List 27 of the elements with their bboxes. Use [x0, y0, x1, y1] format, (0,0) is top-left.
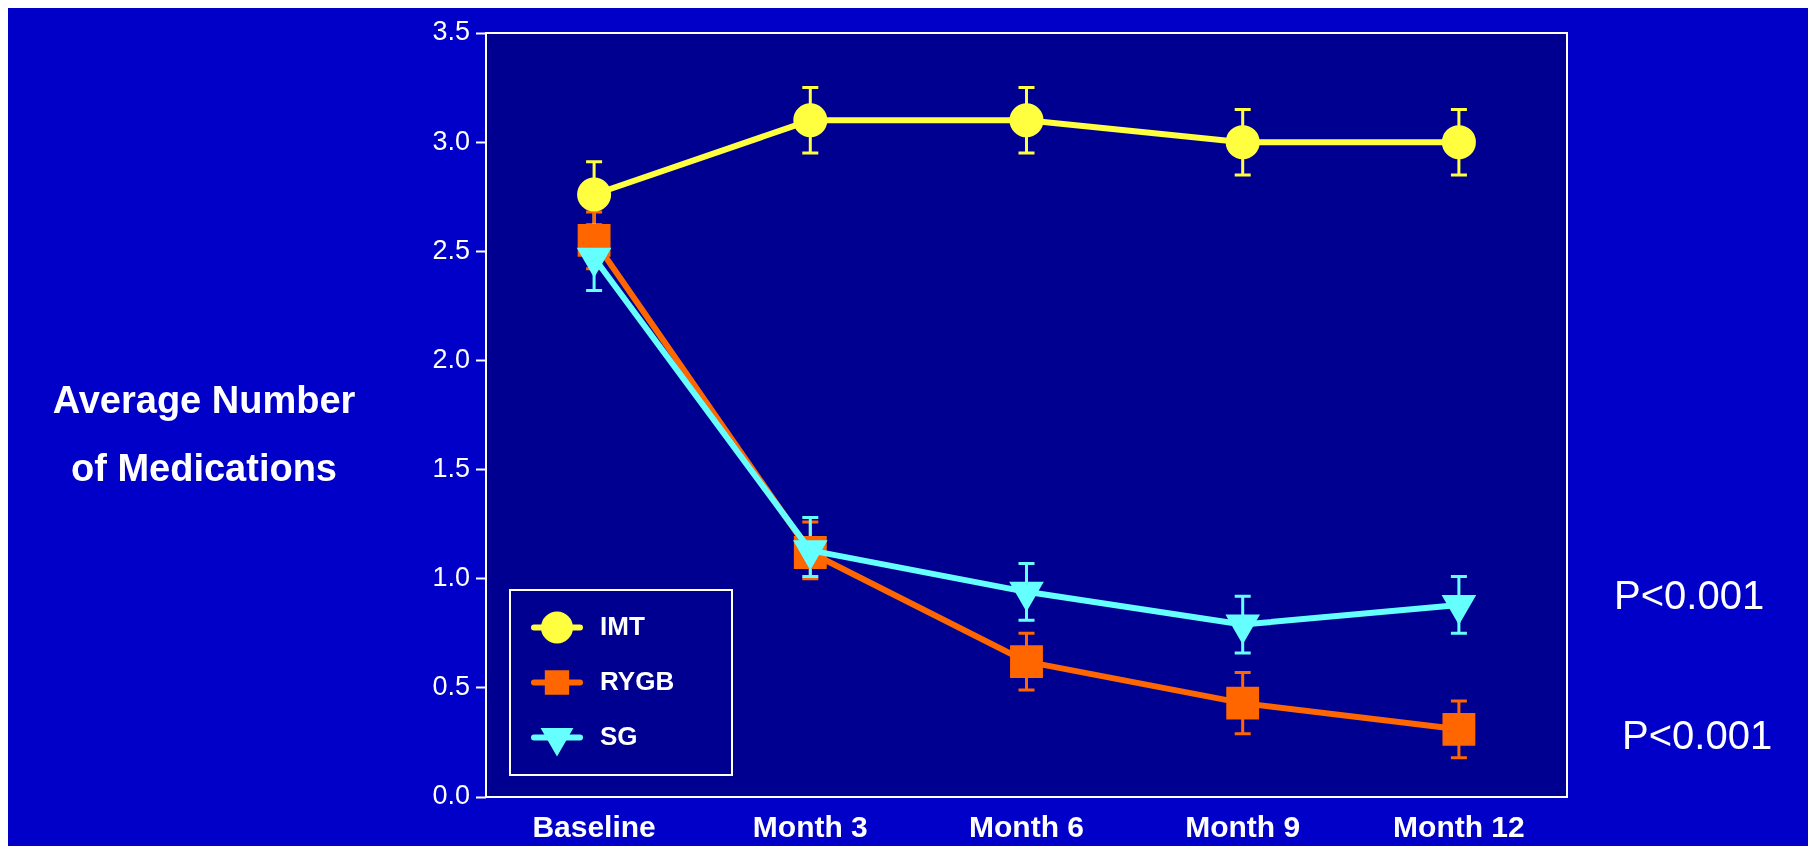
legend-label: IMT — [600, 610, 645, 641]
y-axis-title: Average Number of Medications — [52, 379, 356, 490]
y-tick-label: 0.0 — [432, 780, 470, 811]
text: P<0.001 — [1622, 713, 1773, 758]
legend-label: RYGB — [600, 665, 675, 696]
point — [1226, 686, 1260, 720]
y-tick-label: 0.5 — [432, 671, 470, 702]
x-tick-label: Month 3 — [752, 810, 868, 844]
point — [577, 177, 612, 212]
legend-label: SG — [600, 720, 638, 751]
x-tick-label: Month 6 — [969, 810, 1084, 844]
y-tick-label: 1.5 — [432, 453, 470, 484]
point — [1009, 103, 1044, 138]
point — [1441, 125, 1476, 160]
point — [1442, 712, 1476, 746]
x-tick-label: Month 9 — [1185, 810, 1301, 844]
point — [793, 103, 828, 138]
y-tick-label: 3.0 — [432, 125, 470, 156]
point — [1010, 645, 1043, 679]
y-tick-label: 3.5 — [432, 16, 470, 47]
y-tick-label: 1.0 — [432, 562, 470, 593]
x-tick-label: Month 12 — [1393, 810, 1525, 844]
y-tick-label: 2.5 — [432, 234, 470, 265]
y-tick-label: 2.0 — [432, 343, 470, 374]
point — [1225, 125, 1260, 160]
text: P<0.001 — [1614, 573, 1765, 618]
x-tick-label: Baseline — [532, 810, 656, 844]
